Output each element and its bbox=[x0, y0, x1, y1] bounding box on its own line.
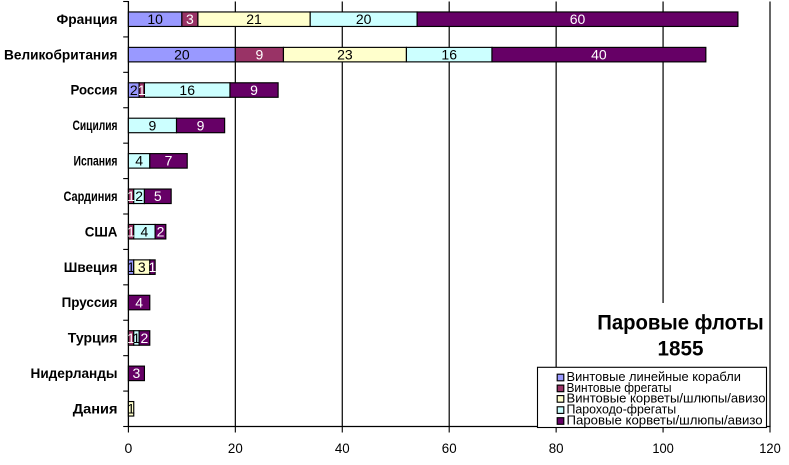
svg-text:Франция: Франция bbox=[57, 11, 118, 27]
svg-text:Пароходо-фрегаты: Пароходо-фрегаты bbox=[567, 402, 677, 417]
svg-text:1: 1 bbox=[149, 259, 157, 275]
svg-text:7: 7 bbox=[165, 153, 173, 169]
svg-text:3: 3 bbox=[138, 259, 146, 275]
svg-text:3: 3 bbox=[186, 11, 194, 27]
svg-text:1: 1 bbox=[127, 330, 135, 346]
svg-text:Россия: Россия bbox=[71, 82, 118, 98]
svg-text:1: 1 bbox=[127, 224, 135, 240]
svg-text:Пруссия: Пруссия bbox=[62, 294, 118, 310]
svg-text:2: 2 bbox=[157, 224, 165, 240]
svg-text:60: 60 bbox=[570, 11, 586, 27]
svg-text:Сардиния: Сардиния bbox=[64, 188, 118, 204]
svg-text:40: 40 bbox=[335, 440, 350, 456]
svg-text:Паровые флоты: Паровые флоты bbox=[597, 310, 764, 334]
svg-text:9: 9 bbox=[255, 46, 263, 62]
svg-text:2: 2 bbox=[130, 82, 138, 98]
svg-text:120: 120 bbox=[759, 440, 781, 456]
svg-text:США: США bbox=[85, 223, 118, 239]
svg-text:Дания: Дания bbox=[73, 400, 118, 416]
svg-text:1: 1 bbox=[127, 259, 135, 275]
svg-text:16: 16 bbox=[441, 46, 457, 62]
svg-text:1: 1 bbox=[127, 188, 135, 204]
svg-text:Великобритания: Великобритания bbox=[4, 46, 118, 62]
svg-text:Швеция: Швеция bbox=[64, 259, 118, 275]
svg-text:2: 2 bbox=[135, 188, 143, 204]
svg-text:21: 21 bbox=[246, 11, 262, 27]
svg-text:4: 4 bbox=[135, 294, 143, 310]
svg-text:Испания: Испания bbox=[74, 153, 118, 169]
svg-text:5: 5 bbox=[154, 188, 162, 204]
svg-text:3: 3 bbox=[133, 365, 141, 381]
svg-text:Паровые корветы/шлюпы/авизо: Паровые корветы/шлюпы/авизо bbox=[567, 413, 763, 428]
svg-text:1: 1 bbox=[133, 330, 141, 346]
svg-text:20: 20 bbox=[356, 11, 372, 27]
svg-text:40: 40 bbox=[591, 46, 607, 62]
svg-text:100: 100 bbox=[652, 440, 674, 456]
svg-text:9: 9 bbox=[197, 117, 205, 133]
svg-text:20: 20 bbox=[174, 46, 190, 62]
svg-text:16: 16 bbox=[179, 82, 195, 98]
svg-text:1855: 1855 bbox=[658, 337, 704, 361]
svg-text:23: 23 bbox=[337, 46, 353, 62]
svg-text:10: 10 bbox=[147, 11, 163, 27]
svg-text:1: 1 bbox=[127, 401, 135, 417]
svg-text:9: 9 bbox=[149, 117, 157, 133]
svg-text:4: 4 bbox=[135, 153, 143, 169]
svg-text:80: 80 bbox=[549, 440, 564, 456]
svg-text:2: 2 bbox=[141, 330, 149, 346]
svg-text:1: 1 bbox=[138, 82, 146, 98]
svg-text:Нидерланды: Нидерланды bbox=[31, 365, 118, 381]
svg-text:Сицилия: Сицилия bbox=[73, 117, 118, 133]
svg-text:Винтовые фрегаты: Винтовые фрегаты bbox=[567, 380, 672, 395]
svg-text:4: 4 bbox=[141, 224, 149, 240]
svg-text:Турция: Турция bbox=[68, 330, 118, 346]
svg-text:Винтовые линейные корабли: Винтовые линейные корабли bbox=[567, 369, 741, 384]
svg-text:20: 20 bbox=[228, 440, 243, 456]
svg-text:Винтовые корветы/шлюпы/авизо: Винтовые корветы/шлюпы/авизо bbox=[567, 390, 766, 405]
svg-text:0: 0 bbox=[125, 440, 133, 456]
svg-text:9: 9 bbox=[250, 82, 258, 98]
svg-text:60: 60 bbox=[442, 440, 457, 456]
